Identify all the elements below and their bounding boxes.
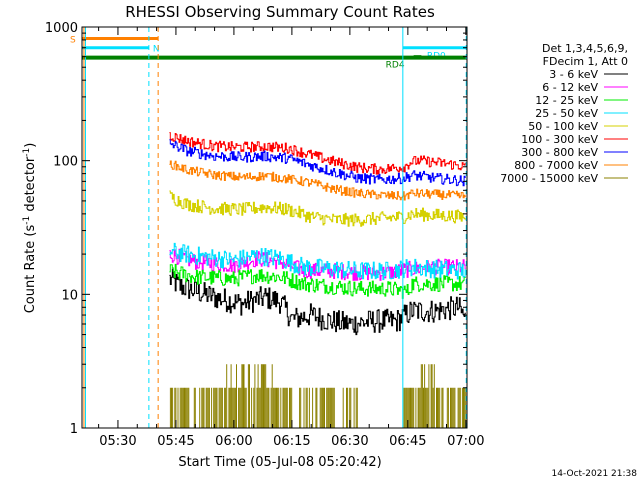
- y-axis-label-sup2: -1: [22, 148, 32, 157]
- series-line-5: [169, 132, 466, 175]
- legend-item-label: 50 - 100 keV: [528, 120, 598, 133]
- x-tick-label: 06:15: [273, 434, 310, 449]
- legend: Det 1,3,4,5,6,9,FDecim 1, Att 03 - 6 keV…: [500, 42, 628, 185]
- series-line-6: [169, 139, 466, 187]
- series-line-2: [169, 263, 466, 299]
- y-axis-label-sup1: -1: [22, 216, 32, 225]
- series-line-1: [169, 248, 466, 281]
- legend-item-label: 25 - 50 keV: [535, 107, 598, 120]
- legend-item-label: 6 - 12 keV: [542, 81, 598, 94]
- plot-frame: [81, 26, 468, 429]
- y-axis-label-end: ): [23, 143, 38, 148]
- y-tick-label: 1000: [45, 21, 78, 36]
- series-line-0: [169, 268, 466, 336]
- y-axis-label: Count Rate (s-1 detector-1): [22, 143, 38, 314]
- x-tick-label: 06:45: [389, 434, 426, 449]
- x-tick-label: 07:00: [447, 434, 484, 449]
- legend-item-label: 300 - 800 keV: [521, 146, 598, 159]
- chart-title: RHESSI Observing Summary Count Rates: [125, 3, 435, 21]
- x-tick-label: 06:30: [331, 434, 368, 449]
- y-tick-label: 1: [70, 422, 78, 437]
- x-tick-label: 05:30: [99, 434, 136, 449]
- y-axis-label-main: Count Rate (s: [23, 225, 38, 314]
- legend-item-label: 100 - 300 keV: [521, 133, 598, 146]
- series-line-4: [169, 190, 466, 227]
- x-tick-label: 05:45: [157, 434, 194, 449]
- series-line-7: [169, 160, 466, 201]
- state-bar-label-rd4: RD4: [386, 61, 405, 71]
- legend-item-label: 12 - 25 keV: [535, 94, 598, 107]
- y-axis-label-mid: detector: [23, 156, 38, 216]
- legend-item-label: 800 - 7000 keV: [514, 159, 598, 172]
- legend-item-label: 7000 - 15000 keV: [500, 172, 598, 185]
- series-line-3: [169, 242, 466, 281]
- y-tick-label: 10: [61, 288, 78, 303]
- legend-item-label: 3 - 6 keV: [549, 68, 598, 81]
- x-axis-label: Start Time (05-Jul-08 05:20:42): [178, 455, 381, 470]
- x-tick-label: 06:00: [215, 434, 252, 449]
- timestamp: 14-Oct-2021 21:38: [552, 469, 638, 479]
- legend-header: Det 1,3,4,5,6,9,: [542, 42, 628, 55]
- legend-header: FDecim 1, Att 0: [543, 55, 628, 68]
- y-tick-label: 100: [53, 155, 78, 170]
- state-bar-label-s: S: [70, 36, 76, 46]
- state-bar-label-n: N: [153, 45, 160, 55]
